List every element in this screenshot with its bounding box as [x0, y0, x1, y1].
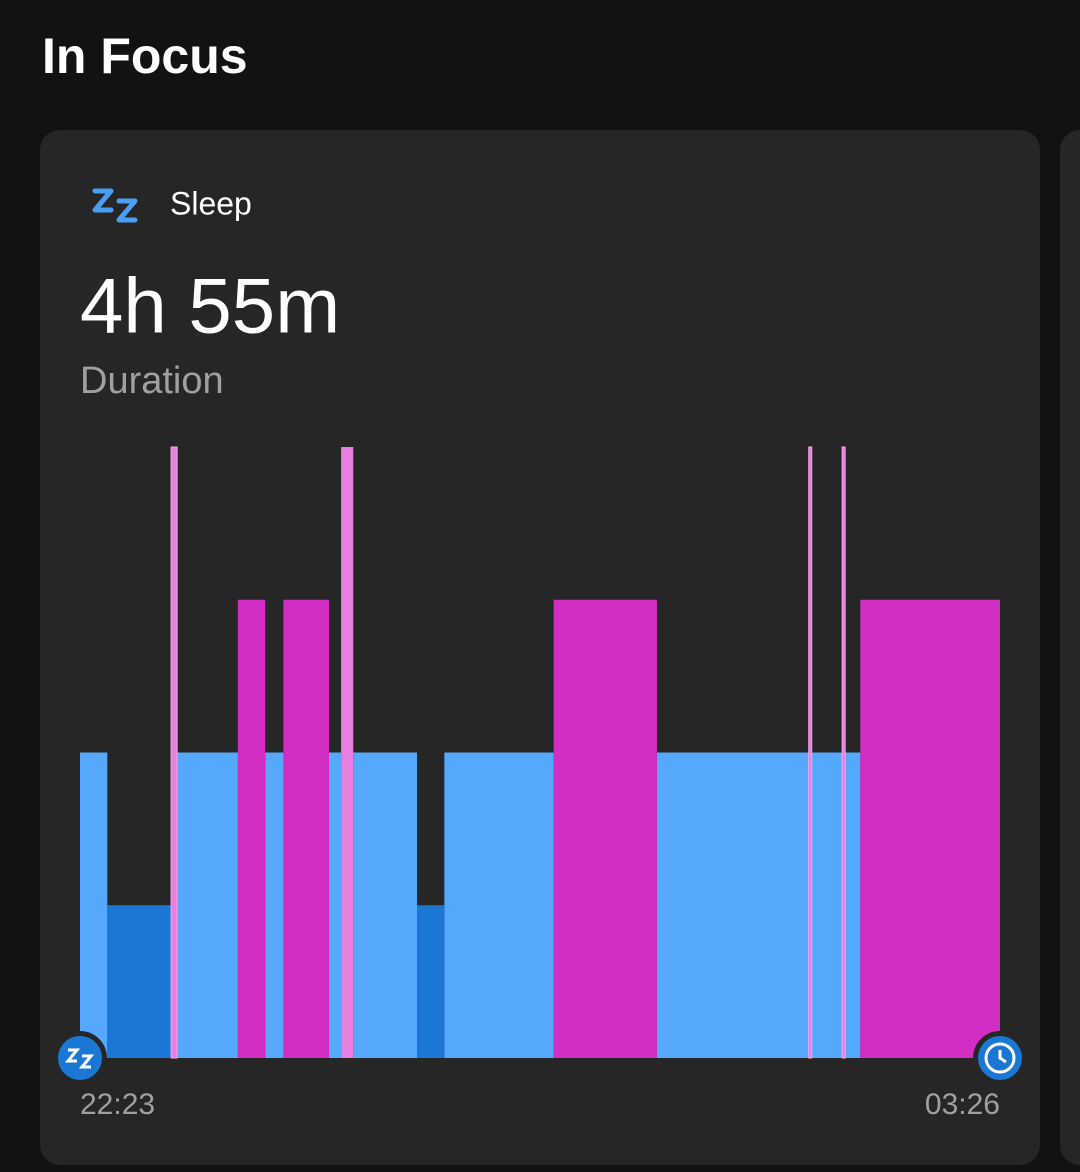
marker-dot	[58, 1036, 102, 1080]
sleep-segment	[811, 752, 843, 1058]
x-tick-marker	[53, 1031, 107, 1085]
sleep-segment	[845, 752, 861, 1058]
marker-icon	[78, 1054, 95, 1069]
x-tick-label: 22:23	[80, 1088, 155, 1121]
sleep-segment	[353, 752, 418, 1058]
sleep-icon	[92, 188, 138, 223]
x-tick-marker	[973, 1031, 1027, 1085]
duration-label: Duration	[80, 360, 224, 402]
sleep-segment	[417, 905, 445, 1058]
marker-icon	[64, 1048, 81, 1063]
sleep-segment	[283, 599, 329, 1058]
sleep-segment	[553, 599, 657, 1058]
sleep-segment	[265, 752, 284, 1058]
sleep-chart: 22:23 03:26	[53, 446, 1027, 1121]
card-title: Sleep	[170, 185, 252, 221]
duration-value: 4h 55m	[80, 262, 340, 350]
marker-icon	[998, 1050, 1007, 1064]
section-title: In Focus	[42, 28, 248, 84]
marker-icon	[984, 1042, 1016, 1074]
sleep-segment	[237, 599, 266, 1058]
sleep-segment	[80, 752, 108, 1058]
next-card[interactable]	[1060, 130, 1080, 1165]
sleep-segment	[841, 446, 846, 1059]
sleep-segment	[177, 752, 238, 1058]
sleep-segment	[860, 599, 1000, 1058]
sleep-segment	[808, 446, 813, 1059]
sleep-segment	[328, 752, 342, 1058]
sleep-segment	[170, 446, 178, 1059]
sleep-segment	[444, 752, 554, 1058]
sleep-segment	[341, 447, 354, 1058]
sleep-segment	[107, 905, 172, 1058]
sleep-segment	[656, 752, 809, 1058]
x-tick-label: 03:26	[925, 1088, 1000, 1121]
